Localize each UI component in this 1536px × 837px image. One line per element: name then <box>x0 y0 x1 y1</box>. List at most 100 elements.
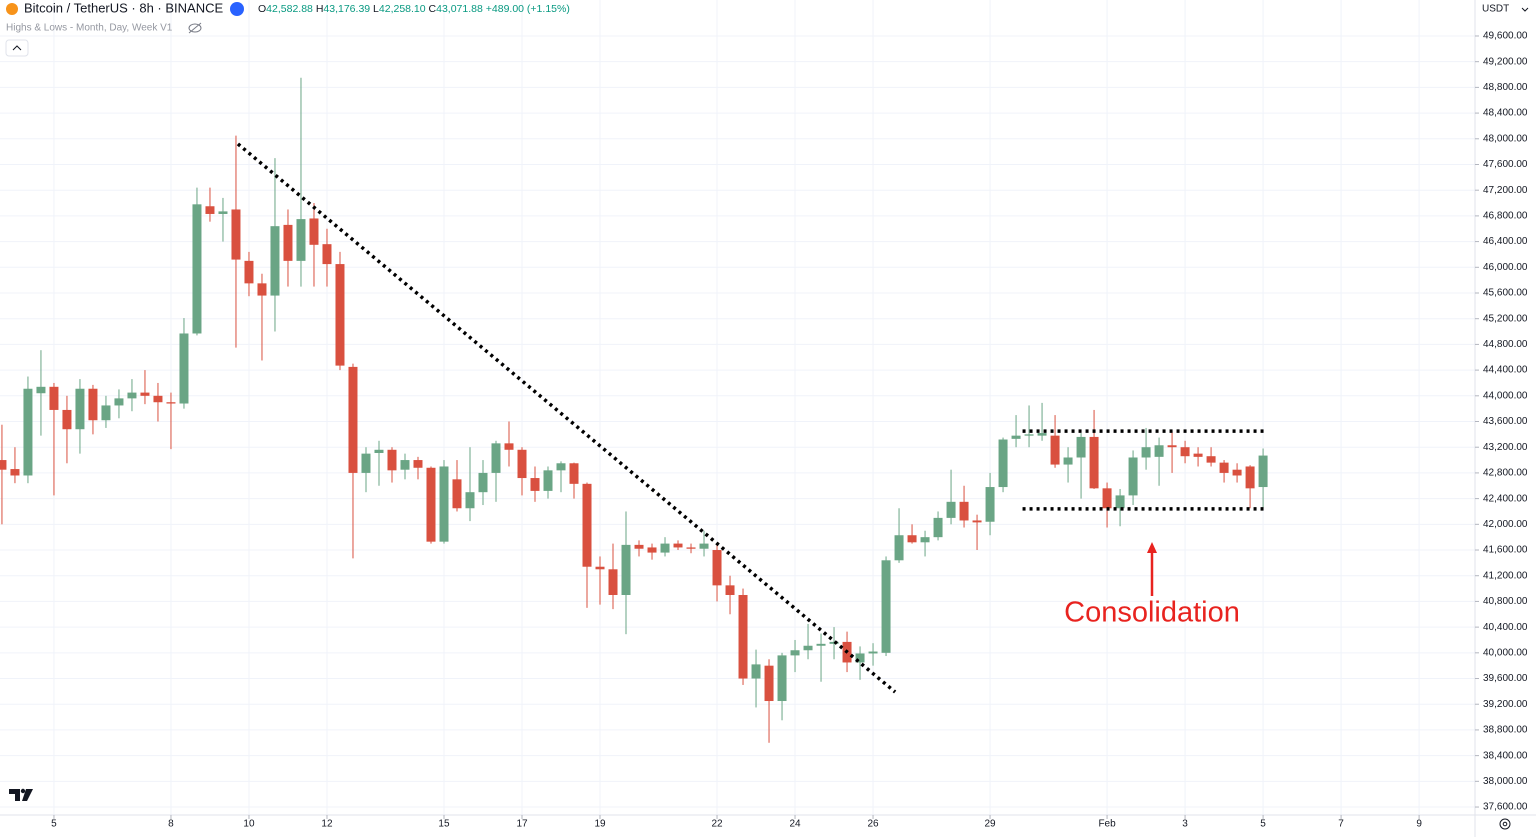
y-tick-label: 39,600.00 <box>1483 673 1528 684</box>
candle-body <box>127 392 137 399</box>
candle-body <box>75 388 85 430</box>
ohlc-values: O42,582.88 H43,176.39 L42,258.10 C43,071… <box>258 3 570 15</box>
candle-body <box>218 211 228 214</box>
candle-body <box>621 544 631 595</box>
candle-body <box>1167 445 1177 448</box>
candle-body <box>764 665 774 702</box>
trend-line <box>236 142 897 694</box>
hide-icon[interactable] <box>188 22 202 34</box>
x-tick-label: 5 <box>51 819 57 830</box>
candle-body <box>166 402 176 404</box>
candle-body <box>62 409 72 430</box>
candle-body <box>1258 455 1268 488</box>
candle-body <box>1128 457 1138 496</box>
collapse-icon <box>12 45 22 51</box>
annotation-text: Consolidation <box>1064 597 1240 629</box>
y-tick-label: 48,000.00 <box>1483 133 1528 144</box>
y-tick-label: 41,200.00 <box>1483 570 1528 581</box>
candle-body <box>868 651 878 654</box>
candle-body <box>153 395 163 403</box>
y-tick-label: 40,400.00 <box>1483 622 1528 633</box>
y-tick-label: 42,400.00 <box>1483 493 1528 504</box>
candle-body <box>530 478 540 491</box>
status-icon[interactable] <box>230 2 244 16</box>
candle-body <box>595 566 605 570</box>
y-tick-label: 45,600.00 <box>1483 288 1528 299</box>
candle-body <box>569 463 579 484</box>
candle-body <box>556 463 566 471</box>
candle-body <box>452 479 462 509</box>
grid <box>0 0 1475 815</box>
candle-body <box>348 366 358 473</box>
candle-body <box>907 535 917 543</box>
candle-body <box>504 443 514 450</box>
candle-body <box>1102 488 1112 509</box>
y-tick-label: 49,600.00 <box>1483 31 1528 42</box>
candle-body <box>647 547 657 553</box>
collapse-button[interactable] <box>5 39 29 57</box>
symbol-title[interactable]: Bitcoin / TetherUS · 8h · BINANCE <box>24 0 223 15</box>
candle-body <box>413 460 423 468</box>
ohlc-value: 43,071.88 <box>436 3 483 15</box>
candle-body <box>36 386 46 394</box>
indicator-label[interactable]: Highs & Lows - Month, Day, Week V1 <box>6 23 173 34</box>
y-tick-label: 44,400.00 <box>1483 365 1528 376</box>
candle-body <box>49 386 59 410</box>
candle-body <box>1115 495 1125 509</box>
candle-body <box>491 443 501 473</box>
candle-body <box>478 472 488 493</box>
y-tick-label: 44,800.00 <box>1483 339 1528 350</box>
candle-body <box>1141 447 1151 458</box>
y-tick-label: 42,800.00 <box>1483 468 1528 479</box>
candle-body <box>361 453 371 473</box>
candle-body <box>1089 436 1099 489</box>
y-tick-label: 48,800.00 <box>1483 82 1528 93</box>
y-tick-label: 38,800.00 <box>1483 725 1528 736</box>
ohlc-label: O <box>258 3 266 15</box>
candle-body <box>790 650 800 656</box>
candle-body <box>439 466 449 542</box>
candle-body <box>946 501 956 518</box>
y-tick-label: 49,200.00 <box>1483 56 1528 67</box>
x-tick-label: 12 <box>321 819 333 830</box>
candle-body <box>894 535 904 561</box>
candle-body <box>114 398 124 406</box>
candle-body <box>283 224 293 261</box>
candle-body <box>140 392 150 396</box>
x-tick-label: Feb <box>1098 819 1116 830</box>
x-tick-label: 8 <box>168 819 174 830</box>
candle-body <box>400 460 410 470</box>
candle-body <box>257 283 267 296</box>
y-tick-label: 42,000.00 <box>1483 519 1528 530</box>
candle-body <box>101 405 111 421</box>
y-tick-label: 37,600.00 <box>1483 802 1528 813</box>
ohlc-label: C <box>429 3 437 15</box>
candle-body <box>1076 436 1086 458</box>
candle-body <box>309 218 319 245</box>
candle-body <box>1206 456 1216 463</box>
candle-body <box>751 664 761 679</box>
y-tick-label: 43,200.00 <box>1483 442 1528 453</box>
candle-body <box>803 645 813 651</box>
candle-body <box>972 520 982 523</box>
currency-label[interactable]: USDT <box>1482 4 1509 15</box>
candle-body <box>608 569 618 595</box>
candle-body <box>426 467 436 542</box>
settings-icon[interactable] <box>1499 818 1511 830</box>
y-tick-label: 46,000.00 <box>1483 262 1528 273</box>
candle-body <box>985 487 995 522</box>
candle-body <box>920 537 930 543</box>
candle-body <box>322 244 332 265</box>
y-tick-label: 40,000.00 <box>1483 647 1528 658</box>
x-tick-label: 15 <box>438 819 450 830</box>
candle-body <box>582 483 592 567</box>
candle-body <box>933 517 943 538</box>
symbol-icon <box>6 3 18 15</box>
candle-body <box>10 469 20 476</box>
x-tick-label: 7 <box>1338 819 1344 830</box>
candle-body <box>1154 445 1164 457</box>
y-tick-label: 43,600.00 <box>1483 416 1528 427</box>
candle-body <box>0 460 7 470</box>
candle-body <box>738 594 748 679</box>
candle-body <box>1232 469 1242 476</box>
